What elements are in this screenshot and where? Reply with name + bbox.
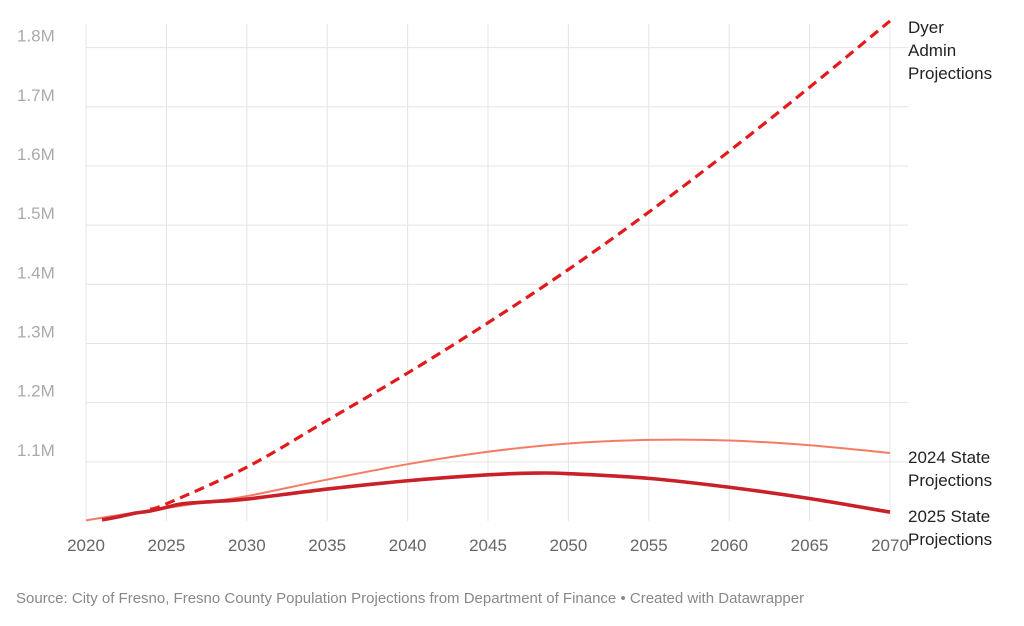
grid-lines: [85, 24, 908, 521]
x-tick-label: 2065: [791, 536, 829, 555]
series-label-line: Projections: [908, 530, 992, 549]
x-tick-label: 2050: [549, 536, 587, 555]
x-tick-label: 2020: [67, 536, 105, 555]
series-labels: Dyer Admin Projections 2024 State Projection…: [908, 18, 992, 549]
y-tick-label: 1.8M: [17, 27, 55, 46]
y-tick-label: 1.4M: [17, 263, 55, 282]
source-note: Source: City of Fresno, Fresno County Po…: [16, 590, 805, 607]
series-label-line: 2025 State: [908, 507, 990, 526]
x-tick-label: 2060: [710, 536, 748, 555]
series-lines: [85, 19, 892, 522]
y-tick-label: 1.3M: [17, 322, 55, 341]
series-label-line: Dyer: [908, 18, 944, 37]
series-label-line: Admin: [908, 41, 956, 60]
x-tick-label: 2025: [147, 536, 185, 555]
series-label-line: 2024 State: [908, 448, 990, 467]
y-axis: 1.1M 1.2M 1.3M 1.4M 1.5M 1.6M 1.7M 1.8M: [17, 27, 55, 460]
series-label-2: 2025 State Projections: [908, 507, 992, 549]
x-tick-label: 2040: [389, 536, 427, 555]
x-tick-label: 2035: [308, 536, 346, 555]
y-tick-label: 1.7M: [17, 86, 55, 105]
series-label-0: Dyer Admin Projections: [908, 18, 992, 83]
y-tick-label: 1.5M: [17, 204, 55, 223]
y-tick-label: 1.6M: [17, 145, 55, 164]
y-tick-label: 1.1M: [17, 441, 55, 460]
series-label-line: Projections: [908, 471, 992, 490]
series-line-2: [101, 471, 891, 522]
series-line-0: [149, 19, 892, 511]
series-label-1: 2024 State Projections: [908, 448, 992, 490]
x-tick-label: 2045: [469, 536, 507, 555]
x-axis: 2020 2025 2030 2035 2040 2045 2050 2055 2060 2065…: [67, 536, 909, 555]
y-tick-label: 1.2M: [17, 382, 55, 401]
x-tick-label: 2030: [228, 536, 266, 555]
x-tick-label: 2070: [871, 536, 909, 555]
series-label-line: Projections: [908, 64, 992, 83]
x-tick-label: 2055: [630, 536, 668, 555]
